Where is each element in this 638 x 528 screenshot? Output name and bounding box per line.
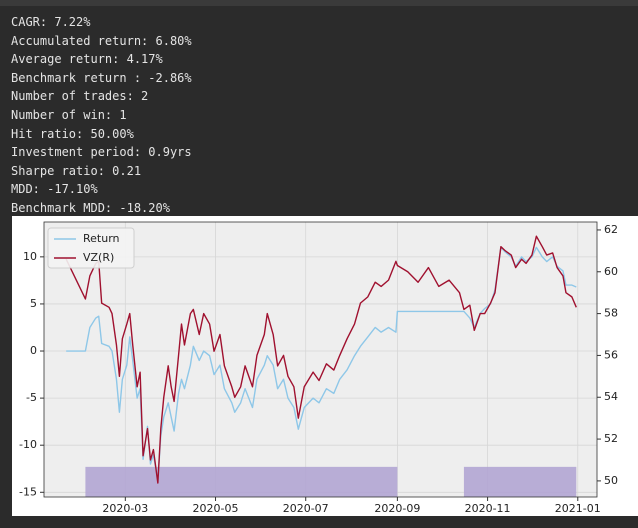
- y2-tick-label: 62: [604, 223, 618, 236]
- stat-line: Number of trades: 2: [11, 89, 149, 104]
- plot-frame: [43, 221, 598, 498]
- stat-line: Average return: 4.17%: [11, 52, 163, 67]
- y-tick-label: 10: [23, 250, 37, 263]
- plot-area: [44, 222, 597, 497]
- holding-period: [85, 466, 398, 497]
- x-tick-label: 2020-05: [193, 502, 239, 515]
- x-tick-label: 2020-07: [283, 502, 329, 515]
- stat-line: MDD: -17.10%: [11, 182, 98, 197]
- stat-line: Number of win: 1: [11, 107, 127, 122]
- y2-tick-label: 60: [604, 265, 618, 278]
- stat-line: CAGR: 7.22%: [11, 15, 91, 29]
- x-tick-label: 2020-03: [102, 502, 148, 515]
- stat-line: Investment period: 0.9yrs: [11, 145, 192, 160]
- y2-tick-label: 54: [604, 390, 618, 403]
- y-tick-label: -15: [19, 485, 37, 498]
- x-tick-label: 2020-09: [374, 502, 420, 515]
- y-tick-label: -5: [26, 391, 37, 404]
- stat-line: Hit ratio: 50.00%: [11, 126, 134, 141]
- stat-line: Sharpe ratio: 0.21: [11, 163, 142, 178]
- y2-tick-label: 56: [604, 348, 618, 361]
- stat-line: Accumulated return: 6.80%: [11, 33, 192, 48]
- y-tick-label: 0: [30, 344, 37, 357]
- legend-label: VZ(R): [83, 251, 114, 264]
- y-tick-label: 5: [30, 297, 37, 310]
- top-bar: [0, 0, 638, 6]
- legend-label: Return: [83, 232, 120, 245]
- y2-tick-label: 52: [604, 432, 618, 445]
- stat-line: Benchmark return : -2.86%: [11, 70, 192, 85]
- holding-period: [463, 466, 577, 497]
- stats-output: CAGR: 7.22% Accumulated return: 6.80% Aver…: [11, 13, 192, 218]
- y-tick-label: -10: [19, 438, 37, 451]
- x-tick-label: 2020-11: [465, 502, 511, 515]
- x-tick-label: 2021-01: [555, 502, 601, 515]
- series-line: [65, 235, 577, 484]
- y2-tick-label: 58: [604, 307, 618, 320]
- stat-line: Benchmark MDD: -18.20%: [11, 200, 170, 215]
- y2-tick-label: 50: [604, 474, 618, 487]
